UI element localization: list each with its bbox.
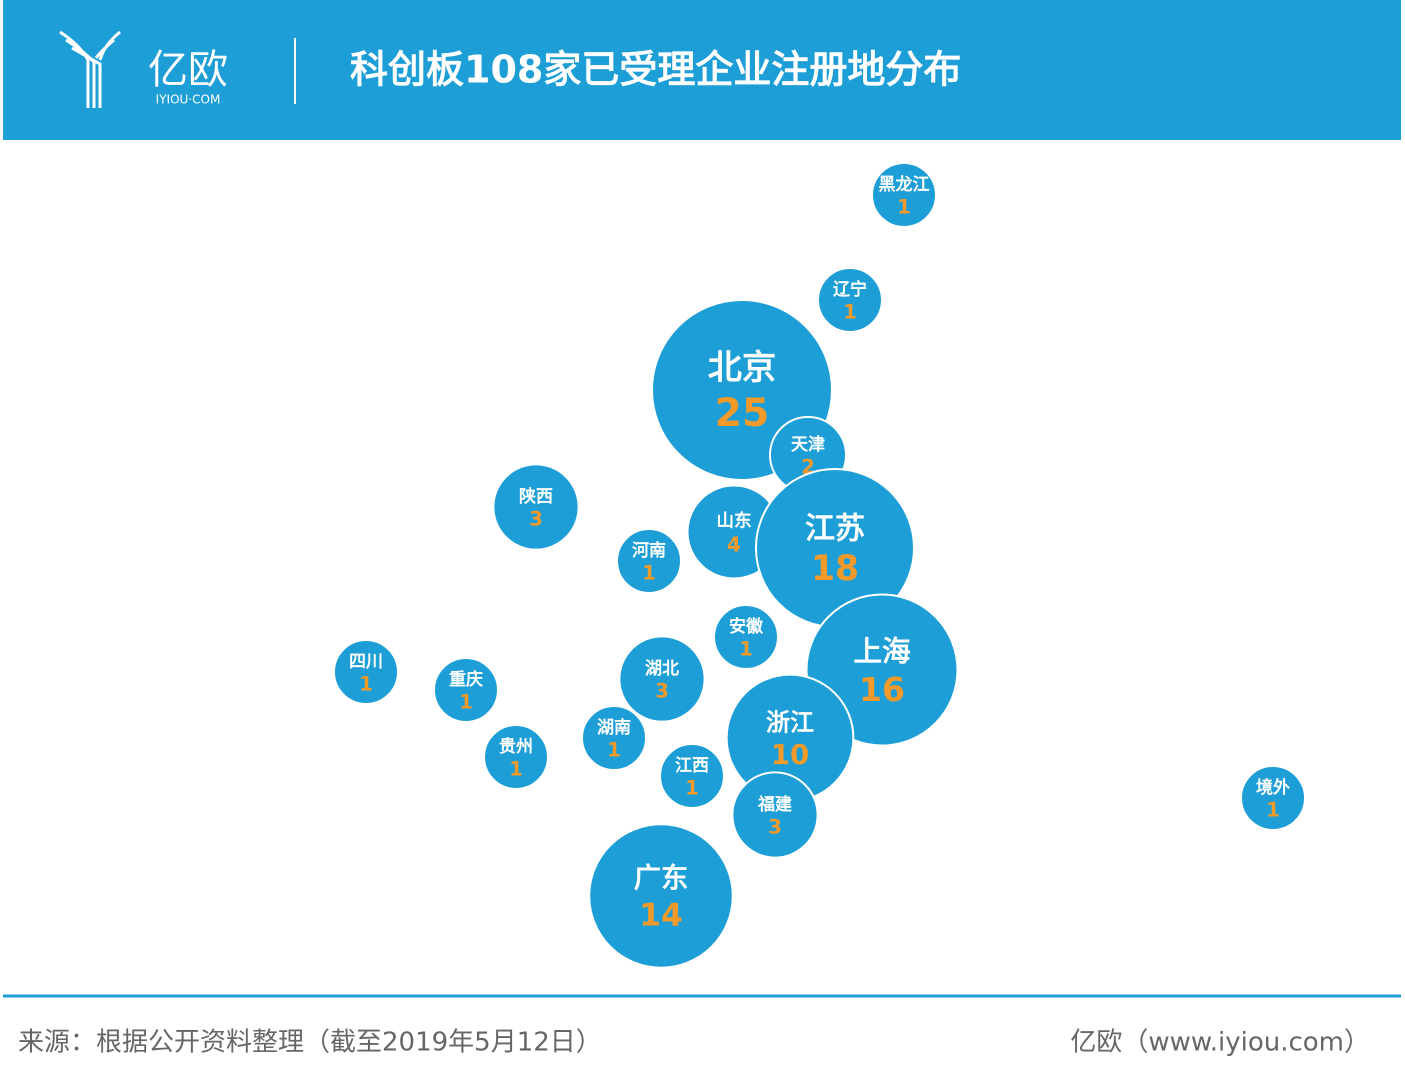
bubble (616, 528, 682, 594)
bubble-label: 湖南 (597, 717, 631, 738)
bubble-label: 福建 (757, 794, 792, 815)
bubble (871, 162, 937, 228)
bubble (333, 639, 399, 705)
bubble-label: 陕西 (519, 486, 553, 507)
bubble-label: 天津 (791, 434, 825, 455)
value-label: 18 (811, 549, 859, 589)
value-label: 4 (727, 532, 741, 556)
value-label: 3 (529, 507, 543, 530)
value-label: 14 (639, 897, 683, 933)
brand: 亿欧 (148, 47, 228, 93)
bubble (581, 705, 647, 771)
value-label: 1 (459, 690, 473, 713)
bubble (618, 635, 706, 723)
value-label: 1 (642, 561, 656, 584)
bubble-label: 江西 (675, 756, 709, 776)
value-label: 1 (1266, 798, 1280, 821)
value-label: 1 (739, 637, 753, 660)
bubble (433, 657, 499, 723)
value-label: 25 (715, 390, 770, 436)
value-label: 3 (768, 815, 782, 838)
value-label: 1 (509, 757, 523, 780)
bubble (817, 267, 883, 333)
bubble-label: 境外 (1256, 777, 1290, 798)
value-label: 16 (859, 670, 905, 709)
bubble-label: 江苏 (805, 511, 865, 546)
bubble (713, 604, 779, 670)
bubble-label: 浙江 (766, 709, 814, 737)
bubble-label: 上海 (853, 634, 911, 668)
bubble-label: 湖北 (645, 659, 679, 679)
bubble (588, 823, 734, 969)
source: 来源：根据公开资料整理（截至2019年5月12日） (18, 1028, 602, 1058)
bubble-label: 重庆 (449, 669, 483, 690)
value-label: 3 (655, 679, 669, 702)
value-label: 1 (607, 738, 621, 761)
value-label: 1 (843, 300, 857, 323)
bubble-label: 广东 (634, 862, 689, 894)
brand-url: IYIOU·COM (156, 93, 221, 107)
bubble (483, 724, 549, 790)
value-label: 10 (771, 738, 810, 771)
bubble (731, 771, 819, 859)
value-label: 1 (897, 195, 911, 218)
bubble (492, 463, 580, 551)
header-band (3, 0, 1401, 140)
value-label: 1 (685, 776, 699, 799)
bubble-label: 山东 (716, 509, 752, 531)
bubble-label: 黑龙江 (879, 174, 930, 195)
logo-mark (59, 30, 121, 108)
bubble-label: 河南 (632, 540, 666, 561)
value-label: 1 (359, 672, 373, 695)
bubble-label: 北京 (708, 348, 776, 388)
credit: 亿欧（www.iyiou.com） (1070, 1028, 1370, 1058)
bubble-label: 辽宁 (833, 279, 867, 300)
bubble-label: 安徽 (729, 616, 764, 637)
bubble-label: 四川 (349, 652, 383, 672)
bubble (1240, 765, 1306, 831)
bubble (659, 743, 725, 809)
chart-title: 科创板108家已受理企业注册地分布 (350, 48, 961, 92)
bubble-label: 贵州 (499, 736, 533, 757)
